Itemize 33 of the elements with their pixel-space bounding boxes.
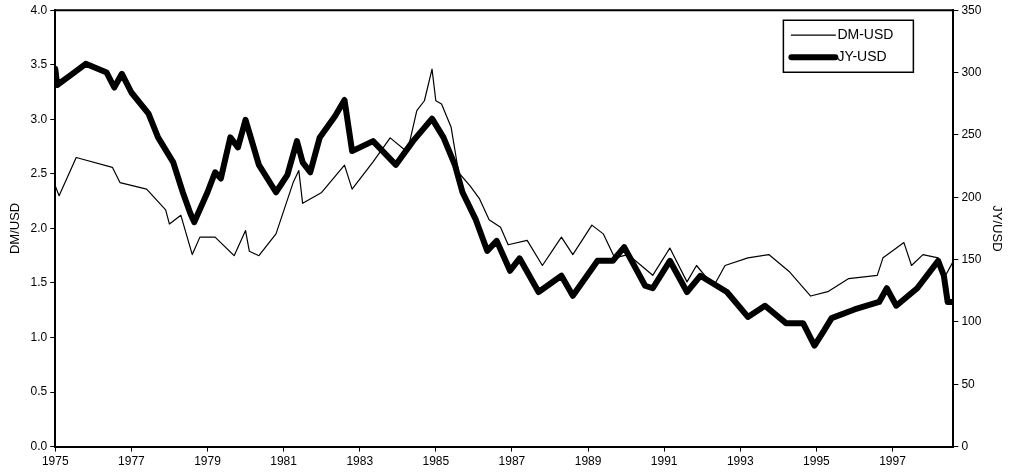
- legend-label: DM-USD: [837, 26, 894, 43]
- y-tick-label: 1.5: [30, 275, 48, 290]
- x-tick-label: 1975: [41, 454, 69, 469]
- y-tick-label: 4.0: [30, 2, 48, 17]
- y2-tick-label: 200: [961, 189, 982, 204]
- y-tick-label: 3.0: [30, 111, 48, 126]
- x-tick-label: 1995: [803, 454, 831, 469]
- x-tick-label: 1993: [726, 454, 754, 469]
- x-tick-label: 1997: [879, 454, 907, 469]
- y2-tick-label: 50: [961, 376, 976, 391]
- x-tick-label: 1987: [498, 454, 526, 469]
- x-tick-label: 1977: [118, 454, 146, 469]
- x-tick-label: 1985: [422, 454, 450, 469]
- y-tick-label: 3.5: [30, 57, 48, 72]
- legend-label: JY-USD: [837, 48, 887, 65]
- x-tick-label: 1991: [650, 454, 678, 469]
- y2-tick-label: 150: [961, 251, 982, 266]
- y-tick-label: 2.0: [30, 220, 48, 235]
- y2-tick-label: 100: [961, 314, 982, 329]
- y-tick-label: 0.5: [30, 384, 48, 399]
- x-tick-label: 1979: [194, 454, 222, 469]
- x-tick-label: 1989: [574, 454, 602, 469]
- y2-tick-label: 300: [961, 64, 982, 79]
- x-tick-label: 1981: [270, 454, 298, 469]
- y-axis-title: DM/USD: [7, 202, 23, 255]
- x-tick-label: 1983: [346, 454, 374, 469]
- y2-tick-label: 350: [961, 2, 982, 17]
- y-tick-label: 2.5: [30, 166, 48, 181]
- y2-tick-label: 250: [961, 127, 982, 142]
- y2-tick-label: 0: [961, 438, 969, 453]
- y-tick-label: 0.0: [30, 438, 48, 453]
- y2-axis-title: JY/USD: [989, 205, 1005, 252]
- y-tick-label: 1.0: [30, 329, 48, 344]
